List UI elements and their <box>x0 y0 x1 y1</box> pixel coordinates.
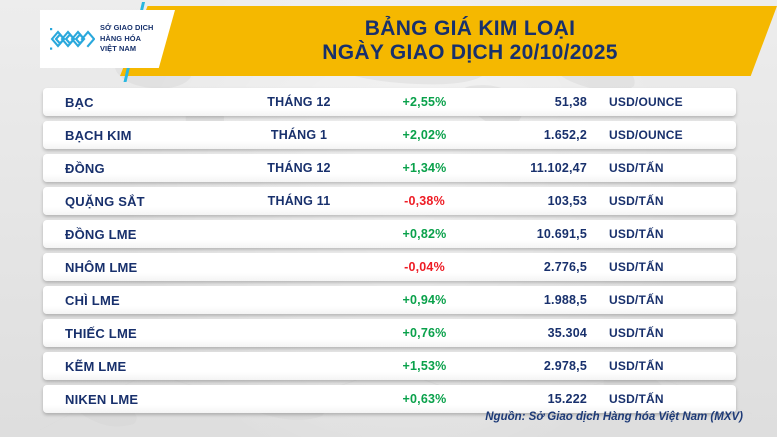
change-percent-cell: +2,02% <box>402 128 447 142</box>
unit-cell: USD/TẤN <box>609 359 664 373</box>
change-percent-cell: +0,94% <box>402 293 447 307</box>
table-row[interactable]: ĐỒNG LME +0,82% 10.691,5 USD/TẤN <box>43 220 736 248</box>
page-title: BẢNG GIÁ KIM LOẠI NGÀY GIAO DỊCH 20/10/2… <box>190 10 750 72</box>
unit-cell: USD/TẤN <box>609 161 664 175</box>
metal-name-cell: ĐỒNG <box>65 160 105 176</box>
unit-cell: USD/TẤN <box>609 260 664 274</box>
table-row[interactable]: CHÌ LME +0,94% 1.988,5 USD/TẤN <box>43 286 736 314</box>
change-percent-cell: +0,63% <box>402 392 447 406</box>
logo-line-2: HÀNG HÓA <box>100 33 142 43</box>
change-percent-cell: +0,76% <box>402 326 447 340</box>
metal-name-cell: KẼM LME <box>65 358 127 374</box>
unit-cell: USD/TẤN <box>609 227 664 241</box>
price-cell: 51,38 <box>554 95 587 109</box>
table-row[interactable]: KẼM LME +1,53% 2.978,5 USD/TẤN <box>43 352 736 380</box>
table-row[interactable]: THIẾC LME +0,76% 35.304 USD/TẤN <box>43 319 736 347</box>
change-percent-cell: -0,04% <box>404 260 445 274</box>
metal-name-cell: NIKEN LME <box>65 391 139 407</box>
logo-card: SỞ GIAO DỊCH HÀNG HÓA VIỆT NAM <box>40 10 175 68</box>
metal-name-cell: CHÌ LME <box>65 292 120 308</box>
change-percent-cell: +1,34% <box>402 161 447 175</box>
logo-text: SỞ GIAO DỊCH HÀNG HÓA VIỆT NAM <box>100 23 154 55</box>
unit-cell: USD/OUNCE <box>609 95 683 109</box>
table-row[interactable]: NIKEN LME +0,63% 15.222 USD/TẤN <box>43 385 736 413</box>
unit-cell: USD/TẤN <box>609 392 664 406</box>
unit-cell: USD/TẤN <box>609 194 664 208</box>
header: BẢNG GIÁ KIM LOẠI NGÀY GIAO DỊCH 20/10/2… <box>0 0 777 84</box>
price-cell: 1.988,5 <box>543 293 587 307</box>
contract-month-cell: THÁNG 12 <box>267 95 331 109</box>
source-note: Nguồn: Sở Giao dịch Hàng hóa Việt Nam (M… <box>485 411 743 423</box>
price-cell: 2.776,5 <box>543 260 587 274</box>
header-banner <box>120 6 777 76</box>
price-cell: 35.304 <box>547 326 587 340</box>
table-row[interactable]: NHÔM LME -0,04% 2.776,5 USD/TẤN <box>43 253 736 281</box>
title-line-2: NGÀY GIAO DỊCH 20/10/2025 <box>322 41 618 64</box>
table-row[interactable]: QUẶNG SẮT THÁNG 11 -0,38% 103,53 USD/TẤN <box>43 187 736 215</box>
table-row[interactable]: BẠC THÁNG 12 +2,55% 51,38 USD/OUNCE <box>43 88 736 116</box>
price-cell: 11.102,47 <box>530 161 587 175</box>
metal-name-cell: BẠCH KIM <box>65 127 132 143</box>
price-cell: 15.222 <box>547 392 587 406</box>
table-row[interactable]: ĐỒNG THÁNG 12 +1,34% 11.102,47 USD/TẤN <box>43 154 736 182</box>
metal-name-cell: BẠC <box>65 94 94 110</box>
unit-cell: USD/OUNCE <box>609 128 683 142</box>
metal-name-cell: ĐỒNG LME <box>65 226 137 242</box>
unit-cell: USD/TẤN <box>609 326 664 340</box>
metal-name-cell: NHÔM LME <box>65 259 138 275</box>
title-line-1: BẢNG GIÁ KIM LOẠI <box>364 16 576 40</box>
metal-name-cell: QUẶNG SẮT <box>65 193 145 209</box>
price-cell: 103,53 <box>547 194 587 208</box>
logo-line-1: SỞ GIAO DỊCH <box>100 23 154 33</box>
change-percent-cell: +1,53% <box>402 359 447 373</box>
unit-cell: USD/TẤN <box>609 293 664 307</box>
change-percent-cell: -0,38% <box>404 194 445 208</box>
mxv-maze-logo-icon <box>50 28 95 50</box>
change-percent-cell: +2,55% <box>402 95 447 109</box>
change-percent-cell: +0,82% <box>402 227 447 241</box>
price-cell: 2.978,5 <box>543 359 587 373</box>
metal-price-table: BẠC THÁNG 12 +2,55% 51,38 USD/OUNCE BẠCH KIM T… <box>43 88 736 418</box>
price-cell: 10.691,5 <box>536 227 587 241</box>
contract-month-cell: THÁNG 1 <box>270 128 328 142</box>
contract-month-cell: THÁNG 12 <box>267 161 331 175</box>
price-cell: 1.652,2 <box>543 128 587 142</box>
metal-name-cell: THIẾC LME <box>65 325 137 341</box>
contract-month-cell: THÁNG 11 <box>267 194 331 208</box>
table-row[interactable]: BẠCH KIM THÁNG 1 +2,02% 1.652,2 USD/OUNCE <box>43 121 736 149</box>
logo-line-3: VIỆT NAM <box>100 44 137 54</box>
